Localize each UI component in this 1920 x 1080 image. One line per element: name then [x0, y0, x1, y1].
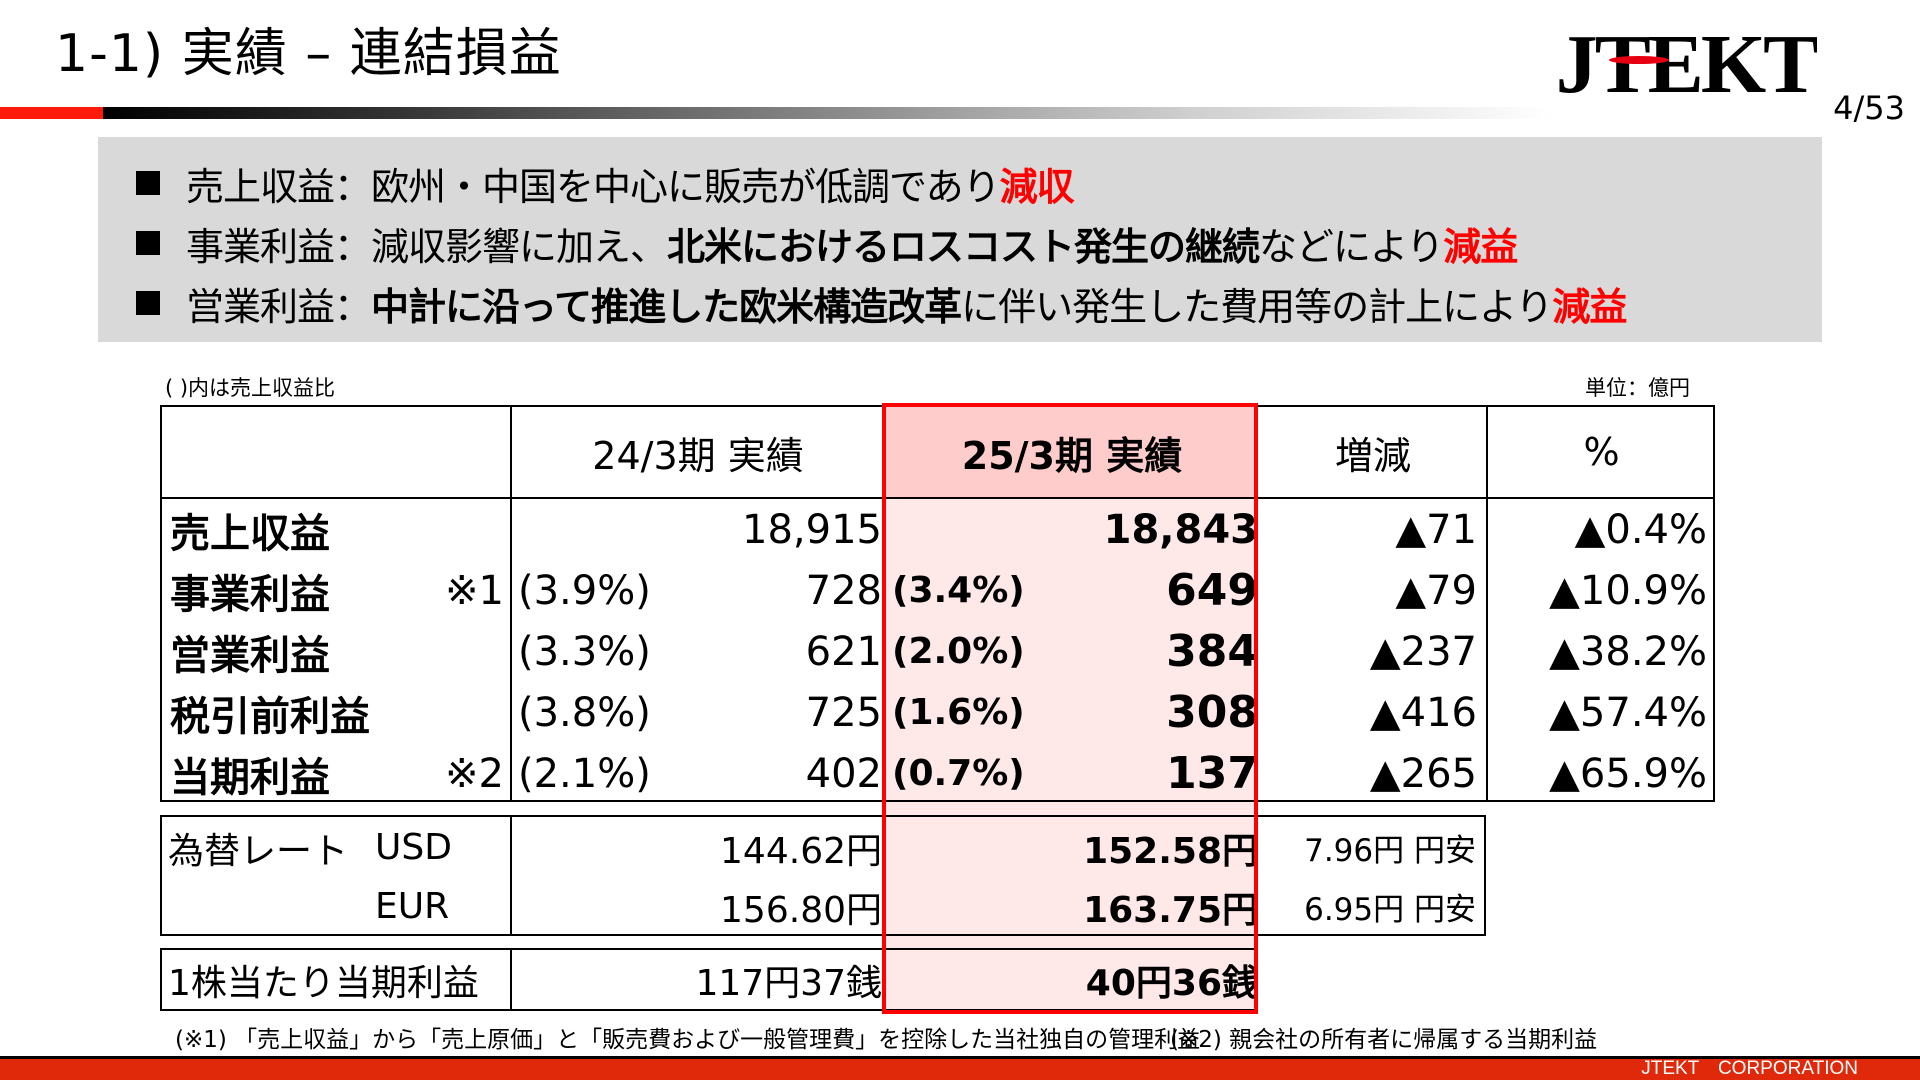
- diff-value: ▲79: [1395, 567, 1477, 614]
- eps-label: 1株当たり当期利益: [168, 962, 479, 1004]
- fx-curr-eur: 163.75円: [1083, 889, 1258, 931]
- curr-revenue: 18,843: [1103, 506, 1258, 553]
- curr-ratio: (2.0%): [892, 631, 1025, 672]
- ratio-note: ( )内は売上収益比: [165, 376, 336, 400]
- row-label-pretax-profit: 税引前利益: [170, 693, 370, 740]
- pct-revenue: ▲0.4%: [1574, 506, 1707, 553]
- diff-value: ▲237: [1369, 628, 1477, 675]
- column-divider: [510, 950, 512, 1009]
- pct-value: ▲38.2%: [1549, 628, 1707, 675]
- curr-ratio: (1.6%): [892, 692, 1025, 733]
- row-label-operating-profit: 営業利益: [170, 632, 330, 679]
- fx-curr-usd: 152.58円: [1083, 830, 1258, 872]
- footer-divider: [0, 1056, 1920, 1059]
- title-underline-gradient: [103, 107, 1553, 119]
- row-label-revenue: 売上収益: [170, 510, 330, 557]
- column-divider: [1486, 407, 1488, 800]
- header-diff: 増減: [1334, 433, 1411, 478]
- row-label-net-profit: 当期利益: [170, 754, 330, 801]
- summary-highlight: 減益: [1552, 284, 1627, 329]
- prev-value: 621: [805, 628, 882, 675]
- curr-ratio: (0.7%): [892, 753, 1025, 794]
- fx-prev-eur: 156.80円: [720, 889, 882, 931]
- footnote-1: (※1) 「売上収益」から「売上原価」と「販売費および一般管理費」を控除した当社…: [175, 1027, 1201, 1053]
- summary-text: 営業利益：: [186, 284, 372, 329]
- jtekt-logo: JTEKT: [1556, 22, 1817, 104]
- pct-value: ▲65.9%: [1549, 750, 1707, 797]
- fx-currency-usd: USD: [375, 827, 452, 868]
- curr-value: 137: [1166, 748, 1258, 799]
- unit-note: 単位：億円: [1585, 376, 1690, 400]
- prev-value: 402: [805, 750, 882, 797]
- prev-value: 725: [805, 689, 882, 736]
- logo-text: JTEKT: [1556, 22, 1817, 104]
- fx-diff-usd: 7.96円 円安: [1304, 833, 1476, 869]
- summary-text: 売上収益：欧州・中国を中心に販売が低調であり: [186, 164, 1001, 209]
- eps-curr: 40円36銭: [1085, 962, 1258, 1004]
- prev-revenue: 18,915: [742, 506, 882, 553]
- title-underline-red: [0, 107, 103, 119]
- header-prev-period: 24/3期 実績: [592, 433, 804, 478]
- summary-bold-text: 北米におけるロスコスト発生の継続: [667, 224, 1260, 269]
- header-pct: %: [1583, 430, 1620, 474]
- fx-label: 為替レート: [168, 830, 349, 872]
- diff-value: ▲265: [1369, 750, 1477, 797]
- footnote-2: (※2) 親会社の所有者に帰属する当期利益: [1170, 1027, 1598, 1053]
- pct-value: ▲57.4%: [1549, 689, 1707, 736]
- eps-table: 1株当たり当期利益 117円37銭 40円36銭: [160, 948, 1258, 1011]
- fx-diff-eur: 6.95円 円安: [1304, 892, 1476, 928]
- prev-ratio: (2.1%): [518, 750, 651, 797]
- curr-ratio: (3.4%): [892, 570, 1025, 611]
- summary-text: 事業利益：減収影響に加え、: [186, 224, 668, 269]
- logo-red-accent: [1609, 56, 1669, 64]
- prev-ratio: (3.3%): [518, 628, 651, 675]
- pl-table: 24/3期 実績 25/3期 実績 増減 % 売上収益 18,915 18,84…: [160, 405, 1715, 802]
- fx-rate-table: 為替レート USD EUR 144.62円 156.80円 152.58円 16…: [160, 815, 1486, 936]
- page-number: 4/53: [1833, 89, 1905, 127]
- eps-prev: 117円37銭: [695, 962, 882, 1004]
- fx-prev-usd: 144.62円: [720, 830, 882, 872]
- summary-line-business-profit: 事業利益：減収影響に加え、 北米におけるロスコスト発生の継続 などにより 減益: [136, 213, 1822, 273]
- square-bullet-icon: [136, 171, 160, 195]
- square-bullet-icon: [136, 231, 160, 255]
- summary-line-operating-profit: 営業利益： 中計に沿って推進した欧米構造改革 に伴い発生した費用等の計上により …: [136, 273, 1822, 333]
- prev-value: 728: [805, 567, 882, 614]
- footer-bar: [0, 1059, 1920, 1080]
- current-period-header-highlight: [885, 405, 1255, 497]
- column-divider: [510, 817, 512, 934]
- curr-value: 649: [1166, 565, 1258, 616]
- diff-revenue: ▲71: [1395, 506, 1477, 553]
- curr-value: 384: [1166, 626, 1258, 677]
- row-label-business-profit: 事業利益: [170, 571, 330, 618]
- summary-highlight: 減収: [999, 164, 1075, 209]
- summary-box: 売上収益：欧州・中国を中心に販売が低調であり 減収 事業利益：減収影響に加え、 …: [98, 137, 1822, 342]
- diff-value: ▲416: [1369, 689, 1477, 736]
- summary-text: に伴い発生した費用等の計上により: [961, 284, 1553, 329]
- header-divider: [162, 497, 1713, 499]
- current-period-highlight: [885, 497, 1255, 1011]
- prev-ratio: (3.9%): [518, 567, 651, 614]
- row-note: ※2: [445, 750, 504, 797]
- header-curr-period: 25/3期 実績: [961, 433, 1183, 478]
- curr-value: 308: [1166, 687, 1258, 738]
- summary-bold-text: 中計に沿って推進した欧米構造改革: [371, 284, 962, 329]
- prev-ratio: (3.8%): [518, 689, 651, 736]
- fx-currency-eur: EUR: [375, 886, 450, 927]
- column-divider: [510, 407, 512, 800]
- row-note: ※1: [445, 567, 504, 614]
- summary-text: などにより: [1259, 224, 1444, 269]
- page-title: 1-1) 実績 – 連結損益: [55, 24, 562, 84]
- footer-company: JTEKT CORPORATION: [1641, 1058, 1858, 1079]
- summary-line-revenue: 売上収益：欧州・中国を中心に販売が低調であり 減収: [136, 153, 1822, 213]
- pct-value: ▲10.9%: [1549, 567, 1707, 614]
- summary-highlight: 減益: [1443, 224, 1518, 269]
- square-bullet-icon: [136, 291, 160, 315]
